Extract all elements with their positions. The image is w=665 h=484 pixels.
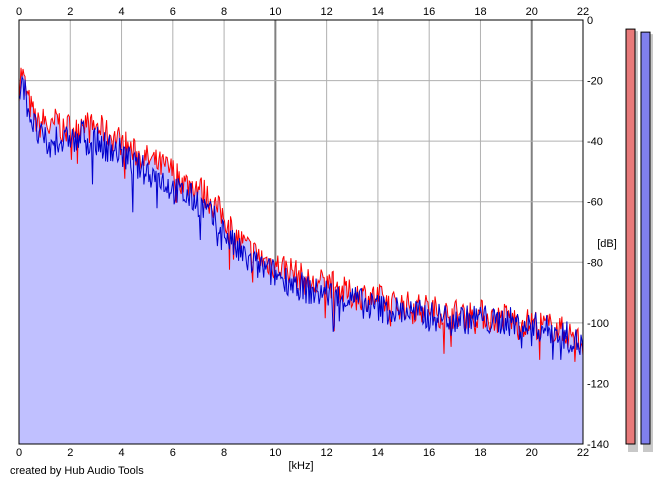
x-tick-label: 0	[16, 447, 22, 459]
level-meters	[625, 28, 653, 452]
x-tick-label: 16	[423, 6, 435, 18]
spectrum-lines	[18, 67, 584, 362]
x-tick-label: 22	[577, 447, 589, 459]
x-axis-label: [kHz]	[288, 460, 313, 472]
series-line-1	[18, 67, 584, 362]
x-tick-label: 22	[577, 6, 589, 18]
x-tick-label: 8	[221, 447, 227, 459]
y-tick-label: -100	[587, 318, 609, 330]
x-tick-label: 4	[118, 6, 124, 18]
x-tick-label: 2	[67, 447, 73, 459]
level-meter-1	[625, 28, 636, 445]
plot-frame	[18, 19, 584, 445]
level-meter-2	[640, 31, 651, 445]
credit-text: created by Hub Audio Tools	[10, 465, 144, 477]
y-axis-label: [dB]	[597, 238, 617, 250]
x-tick-label: 0	[16, 6, 22, 18]
y-tick-label: -140	[587, 439, 609, 451]
x-tick-label: 2	[67, 6, 73, 18]
x-tick-label: 14	[372, 447, 384, 459]
series-line-2	[18, 75, 584, 360]
y-tick-label: -120	[587, 378, 609, 390]
x-tick-label: 6	[170, 447, 176, 459]
y-tick-labels: 0 -20 -40 -60 -80 -100 -120 -140	[587, 15, 609, 451]
y-tick-label: -60	[587, 197, 603, 209]
x-tick-label: 20	[526, 447, 538, 459]
x-tick-label: 16	[423, 447, 435, 459]
y-tick-label: -20	[587, 76, 603, 88]
x-tick-label: 4	[118, 447, 124, 459]
x-tick-label: 10	[269, 447, 281, 459]
y-tick-label: -40	[587, 136, 603, 148]
x-tick-labels-bottom: 0 2 4 6 8 10 12 14 16 18 20 22	[16, 447, 589, 459]
y-tick-label: 0	[587, 15, 593, 27]
x-tick-label: 20	[526, 6, 538, 18]
x-tick-label: 18	[474, 6, 486, 18]
x-tick-label: 10	[269, 6, 281, 18]
x-tick-label: 18	[474, 447, 486, 459]
x-tick-label: 8	[221, 6, 227, 18]
x-tick-label: 12	[321, 6, 333, 18]
x-tick-labels-top: 0 2 4 6 8 10 12 14 16 18 20 22	[16, 6, 589, 18]
y-tick-label: -80	[587, 257, 603, 269]
x-tick-label: 14	[372, 6, 384, 18]
x-tick-label: 6	[170, 6, 176, 18]
spectrum-area	[19, 67, 583, 445]
spectrum-fill	[19, 67, 583, 445]
x-tick-label: 12	[321, 447, 333, 459]
